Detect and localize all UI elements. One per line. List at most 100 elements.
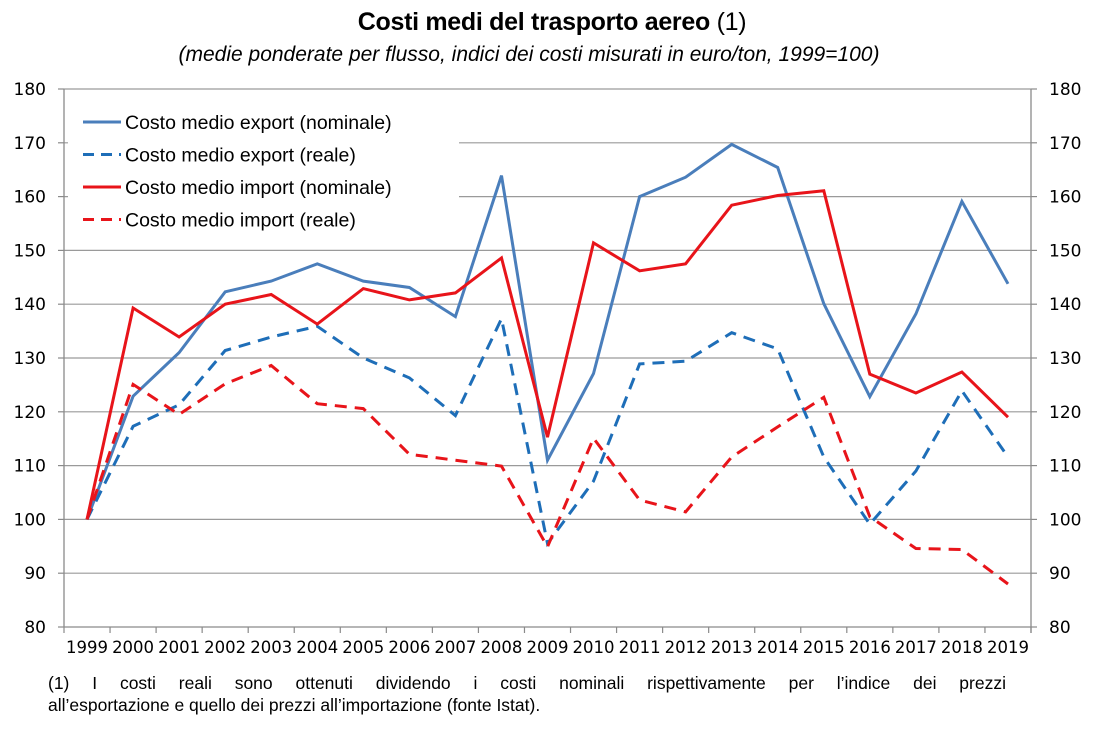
data-point	[315, 402, 319, 406]
data-point	[960, 370, 964, 374]
data-point	[269, 279, 273, 283]
data-point	[453, 291, 457, 295]
data-point	[315, 262, 319, 266]
data-point	[592, 479, 596, 483]
y-tick-label-right: 150	[1049, 241, 1081, 261]
y-tick-label-right: 80	[1049, 618, 1071, 638]
series-lines	[85, 142, 1010, 586]
data-point	[499, 174, 503, 178]
data-point	[361, 279, 365, 283]
data-point	[822, 302, 826, 306]
data-point	[453, 414, 457, 418]
data-point	[914, 546, 918, 550]
y-tick-label-right: 130	[1049, 349, 1081, 369]
footnote-line-1: (1) I costi reali sono ottenuti dividend…	[48, 673, 1006, 693]
data-point	[822, 189, 826, 193]
data-point	[546, 545, 550, 549]
x-tick-label: 2000	[112, 638, 154, 657]
y-tick-label-right: 120	[1049, 403, 1081, 423]
data-point	[868, 515, 872, 519]
data-point	[269, 293, 273, 297]
data-point	[315, 322, 319, 326]
data-point	[730, 203, 734, 207]
data-point	[868, 395, 872, 399]
x-tick-label: 1999	[66, 638, 108, 657]
data-point	[131, 382, 135, 386]
x-tick-label: 2017	[895, 638, 937, 657]
x-tick-label: 2007	[434, 638, 476, 657]
x-tick-label: 2009	[527, 638, 569, 657]
data-point	[592, 372, 596, 376]
x-tick-label: 2011	[619, 638, 661, 657]
legend: Costo medio export (nominale) Costo medio…	[83, 112, 392, 232]
data-point	[684, 510, 688, 514]
data-point	[638, 269, 642, 273]
x-tick-label: 2005	[342, 638, 384, 657]
legend-background	[68, 92, 459, 240]
y-tick-label-right: 140	[1049, 295, 1081, 315]
x-axis-labels: 1999 2000 2001 2002 2003 2004 2005 2006 2007 2008…	[66, 638, 1029, 657]
data-point	[1006, 582, 1010, 586]
data-point	[131, 424, 135, 428]
data-point	[1006, 455, 1010, 459]
x-tick-label: 2004	[296, 638, 338, 657]
data-point	[223, 290, 227, 294]
data-point	[684, 262, 688, 266]
data-point	[407, 286, 411, 290]
data-point	[1006, 282, 1010, 286]
y-tick-label-left: 120	[14, 403, 46, 423]
data-point	[914, 391, 918, 395]
y-tick-label-left: 130	[14, 349, 46, 369]
data-point	[361, 287, 365, 291]
chart-title: Costi medi del trasporto aereo (1)	[0, 8, 1104, 37]
y-tick-label-right: 90	[1049, 564, 1071, 584]
data-point	[822, 455, 826, 459]
data-point	[776, 166, 780, 170]
x-tick-label: 2001	[158, 638, 200, 657]
series-line-3	[85, 189, 1010, 520]
data-point	[776, 194, 780, 198]
y-tick-label-left: 160	[14, 188, 46, 208]
data-point	[960, 389, 964, 393]
y-tick-label-left: 90	[24, 564, 46, 584]
data-point	[269, 364, 273, 368]
series-line-4	[85, 363, 1009, 586]
y-tick-label-left: 80	[24, 618, 46, 638]
data-point	[730, 331, 734, 335]
data-point	[868, 522, 872, 526]
legend-label-2: Costo medio export (reale)	[125, 145, 356, 167]
data-point	[361, 407, 365, 411]
data-point	[223, 348, 227, 352]
y-tick-label-left: 170	[14, 134, 46, 154]
data-point	[776, 425, 780, 429]
y-tick-label-right: 170	[1049, 134, 1081, 154]
data-point	[131, 394, 135, 398]
y-tick-label-left: 140	[14, 295, 46, 315]
x-tick-label: 2018	[941, 638, 983, 657]
series-line-1	[85, 142, 1010, 520]
data-point	[546, 458, 550, 462]
x-tick-label: 2003	[250, 638, 292, 657]
data-point	[546, 435, 550, 439]
data-point	[499, 317, 503, 321]
data-point	[684, 359, 688, 363]
legend-label-1: Costo medio export (nominale)	[125, 112, 392, 134]
x-tick-label: 2019	[987, 638, 1029, 657]
data-point	[1006, 415, 1010, 419]
y-tick-label-left: 110	[14, 457, 46, 477]
y-tick-label-right: 100	[1049, 510, 1081, 530]
data-point	[453, 315, 457, 319]
y-tick-label-right: 180	[1049, 80, 1081, 100]
data-point	[730, 142, 734, 146]
y-tick-label-left: 100	[14, 510, 46, 530]
data-point	[407, 298, 411, 302]
y-tick-label-right: 160	[1049, 188, 1081, 208]
data-point	[914, 312, 918, 316]
data-point	[177, 412, 181, 416]
data-point	[269, 335, 273, 339]
x-tick-label: 2013	[711, 638, 753, 657]
y-tick-label-left: 180	[14, 80, 46, 100]
data-point	[822, 395, 826, 399]
data-point	[960, 548, 964, 552]
data-point	[638, 195, 642, 199]
